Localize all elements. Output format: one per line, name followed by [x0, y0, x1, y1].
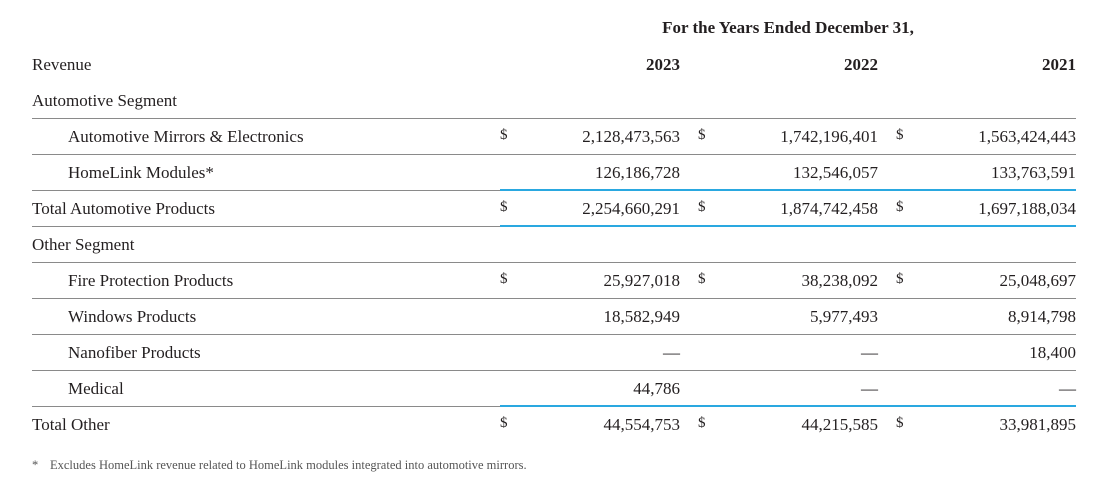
value-2023: 25,927,018	[603, 271, 681, 290]
value-2023: 2,254,660,291	[582, 199, 680, 218]
value-2021: 1,563,424,443	[978, 127, 1076, 146]
row-label: HomeLink Modules*	[68, 163, 214, 182]
row-divider	[32, 154, 1076, 155]
row-label: Total Other	[32, 415, 110, 434]
row-label: Windows Products	[68, 307, 197, 326]
footnote-mark: *	[32, 458, 39, 472]
table-row-fire-protection: Fire Protection Products $ 25,927,018 $ …	[0, 263, 1110, 299]
year-header-row: Revenue 2023 2022 2021	[0, 55, 1110, 81]
row-divider	[32, 334, 1076, 335]
total-row-other: Total Other $ 44,554,753 $ 44,215,585 $ …	[0, 407, 1110, 443]
table-row-automotive-mirrors: Automotive Mirrors & Electronics $ 2,128…	[0, 119, 1110, 155]
row-divider	[32, 190, 500, 191]
row-divider	[32, 406, 500, 407]
value-2022: 5,977,493	[810, 307, 878, 326]
row-label: Automotive Segment	[32, 91, 177, 110]
value-2023: 44,554,753	[603, 415, 681, 434]
footnote-text: Excludes HomeLink revenue related to Hom…	[50, 458, 527, 472]
value-2022: 38,238,092	[801, 271, 879, 290]
value-2021: 33,981,895	[999, 415, 1077, 434]
row-divider	[32, 262, 1076, 263]
total-rule	[500, 225, 1076, 227]
dollar-sign: $	[500, 271, 508, 287]
value-2022: —	[861, 379, 878, 398]
dollar-sign: $	[896, 271, 904, 287]
value-2021: —	[1059, 379, 1076, 398]
year-2022-header: 2022	[844, 55, 878, 74]
value-2023: 126,186,728	[595, 163, 680, 182]
dollar-sign: $	[698, 271, 706, 287]
value-2022: 1,742,196,401	[780, 127, 878, 146]
table-row-windows-products: Windows Products 18,582,949 5,977,493 8,…	[0, 299, 1110, 335]
dollar-sign: $	[896, 415, 904, 431]
row-divider	[32, 298, 1076, 299]
row-label: Other Segment	[32, 235, 135, 254]
row-label: Medical	[68, 379, 124, 398]
value-2022: 1,874,742,458	[780, 199, 878, 218]
year-2023-header: 2023	[646, 55, 680, 74]
value-2023: 18,582,949	[603, 307, 681, 326]
subtotal-rule	[500, 405, 1076, 407]
value-2022: 44,215,585	[801, 415, 879, 434]
dollar-sign: $	[698, 127, 706, 143]
row-label: Fire Protection Products	[68, 271, 234, 290]
value-2021: 25,048,697	[999, 271, 1077, 290]
value-2023: —	[663, 343, 680, 362]
dollar-sign: $	[896, 199, 904, 215]
dollar-sign: $	[500, 199, 508, 215]
section-row-automotive-segment: Automotive Segment	[0, 83, 1110, 119]
value-2021: 133,763,591	[991, 163, 1076, 182]
section-row-other-segment: Other Segment	[0, 227, 1110, 263]
dollar-sign: $	[896, 127, 904, 143]
row-label: Total Automotive Products	[32, 199, 215, 218]
dollar-sign: $	[698, 199, 706, 215]
revenue-label: Revenue	[32, 55, 92, 74]
value-2023: 44,786	[633, 379, 680, 398]
dollar-sign: $	[500, 415, 508, 431]
value-2022: 132,546,057	[793, 163, 878, 182]
value-2023: 2,128,473,563	[582, 127, 680, 146]
row-divider	[32, 370, 1076, 371]
table-row-homelink-modules: HomeLink Modules* 126,186,728 132,546,05…	[0, 155, 1110, 191]
year-2021-header: 2021	[1042, 55, 1076, 74]
footnote: * Excludes HomeLink revenue related to Ho…	[32, 458, 527, 473]
value-2021: 8,914,798	[1008, 307, 1076, 326]
table-row-medical: Medical 44,786 — —	[0, 371, 1110, 407]
dollar-sign: $	[500, 127, 508, 143]
value-2022: —	[861, 343, 878, 362]
subtotal-rule	[500, 189, 1076, 191]
total-row-automotive: Total Automotive Products $ 2,254,660,29…	[0, 191, 1110, 227]
row-label: Automotive Mirrors & Electronics	[68, 127, 304, 146]
row-label: Nanofiber Products	[68, 343, 201, 362]
period-header: For the Years Ended December 31,	[662, 18, 914, 37]
value-2021: 1,697,188,034	[978, 199, 1076, 218]
table-row-nanofiber-products: Nanofiber Products — — 18,400	[0, 335, 1110, 371]
value-2021: 18,400	[1029, 343, 1076, 362]
dollar-sign: $	[698, 415, 706, 431]
row-divider	[32, 226, 500, 227]
row-divider	[32, 118, 1076, 119]
